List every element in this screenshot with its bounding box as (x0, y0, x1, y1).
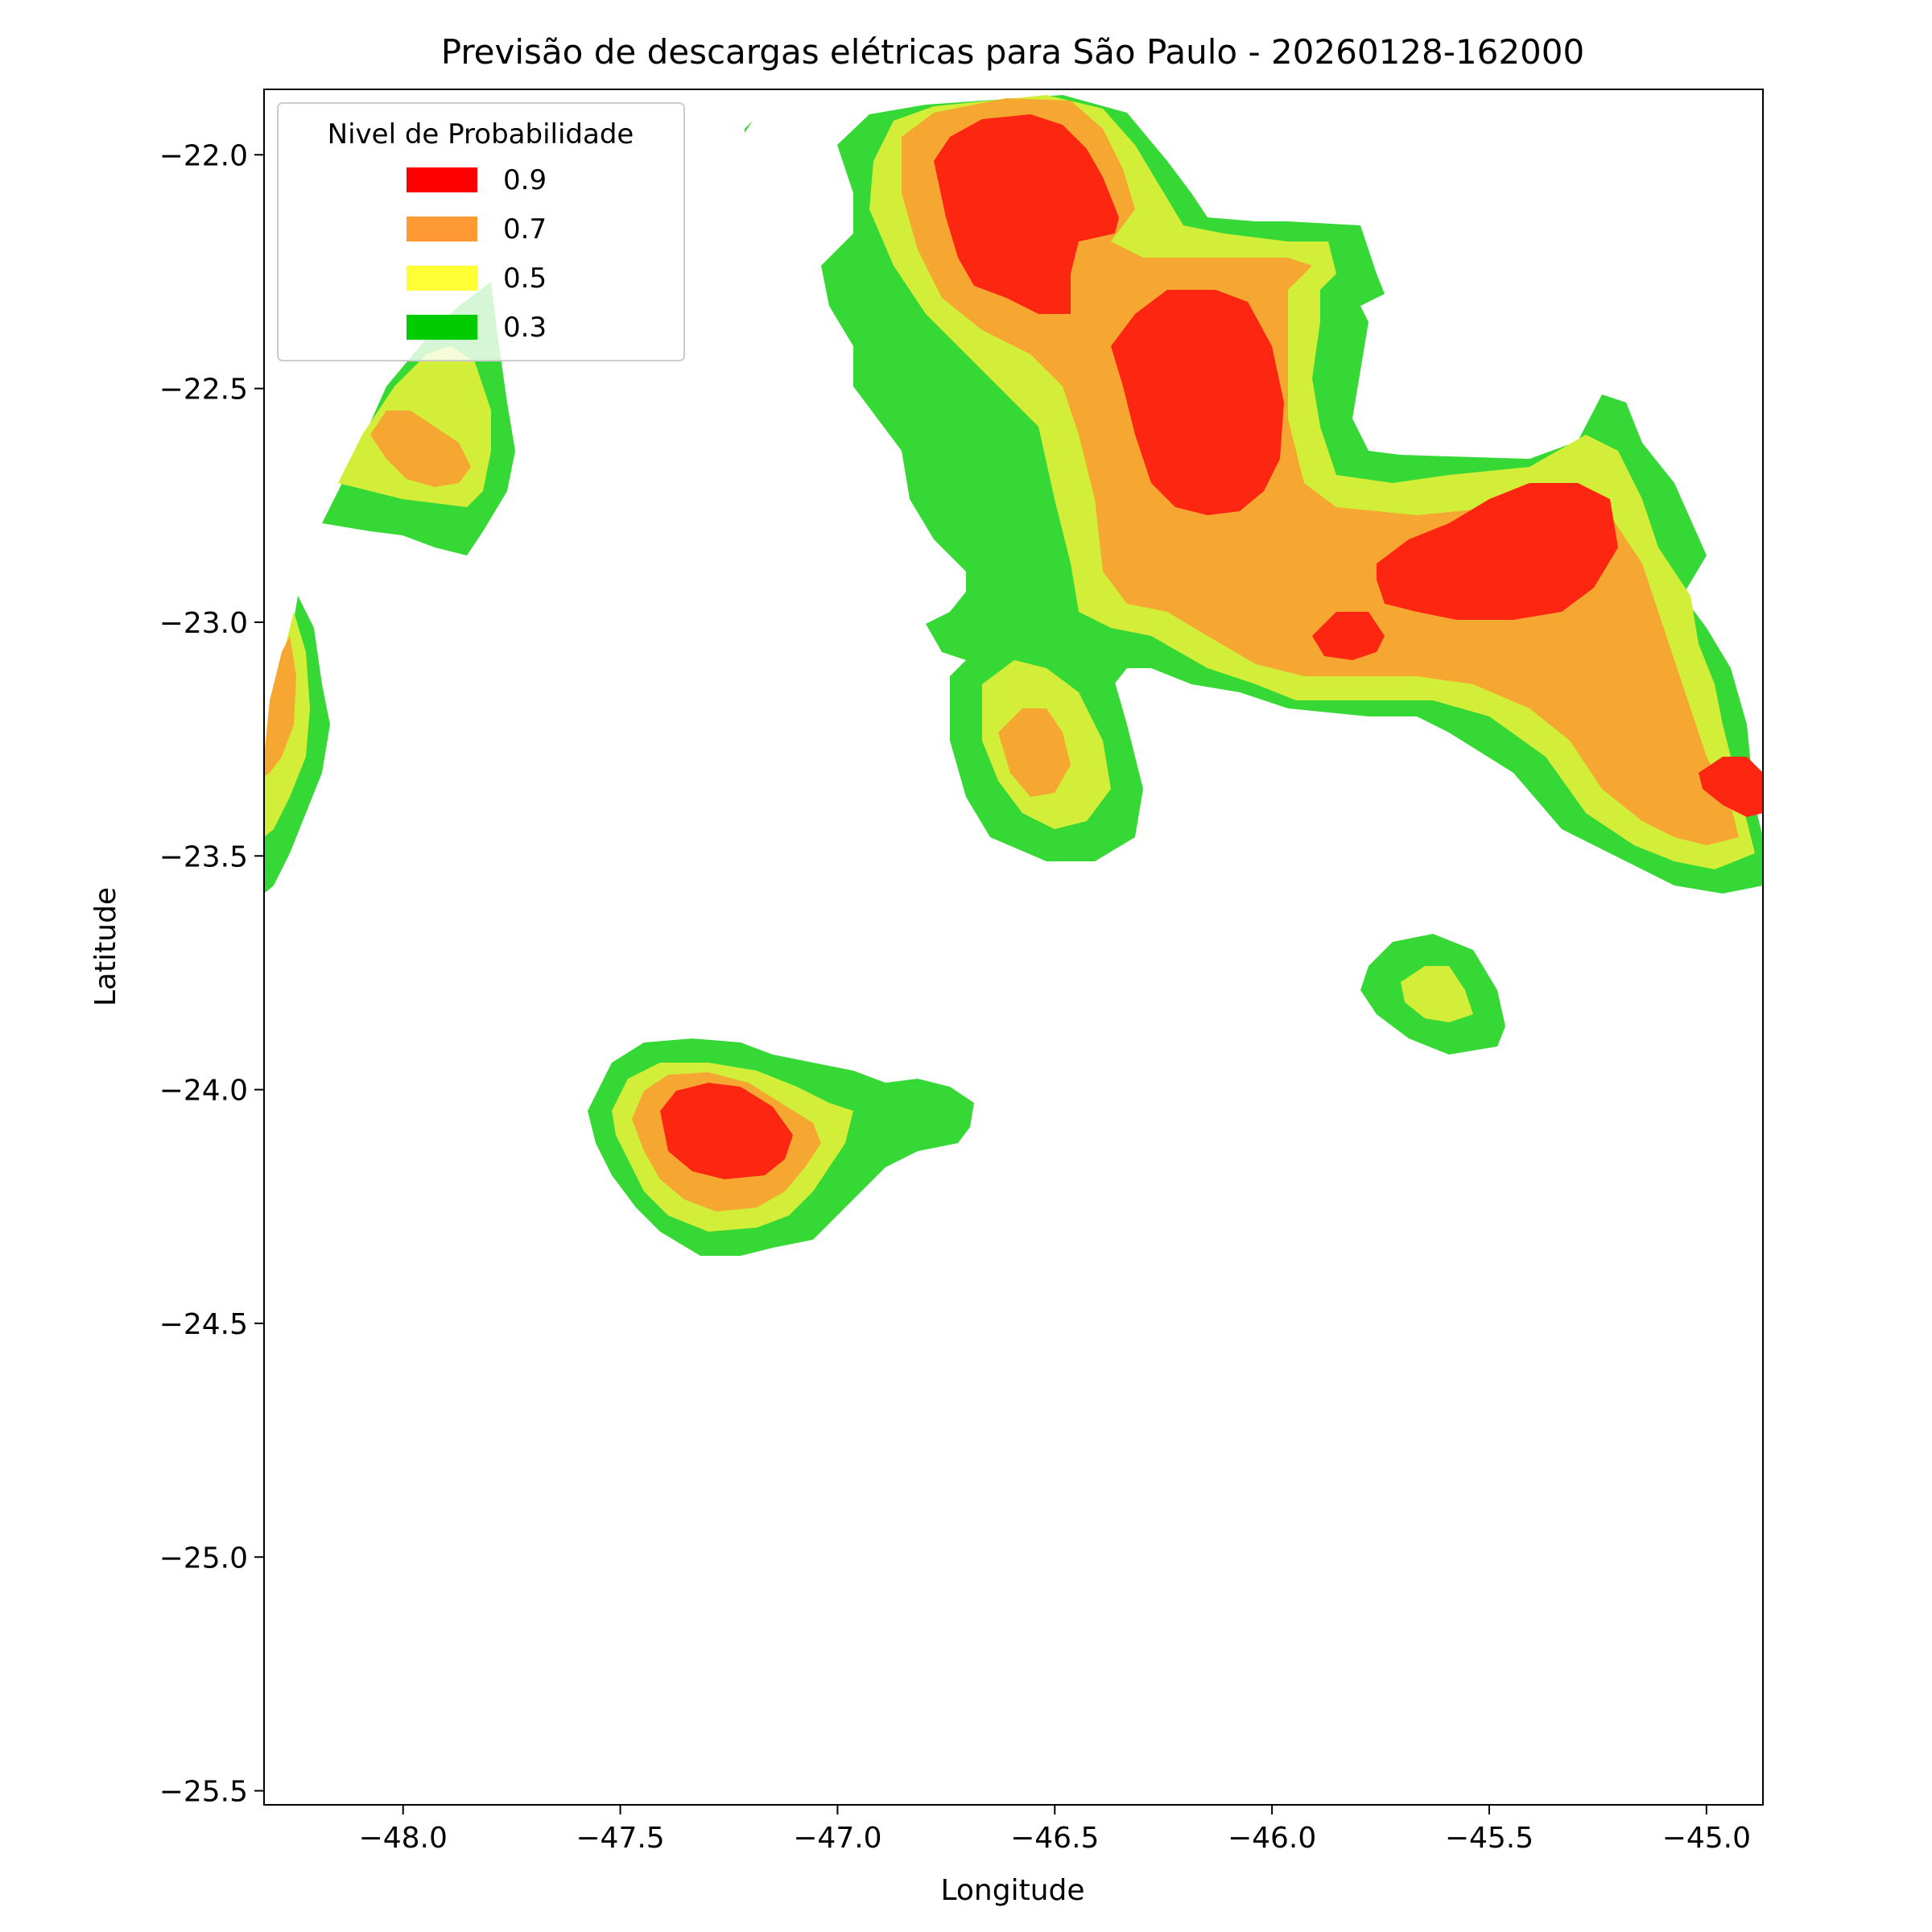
contour-region (370, 411, 471, 487)
contour-region (1312, 612, 1385, 660)
y-tick-label: −24.5 (159, 1308, 248, 1341)
y-tick-label: −23.5 (159, 840, 248, 873)
x-axis-label: Longitude (940, 1874, 1084, 1907)
contour-region (902, 98, 1739, 845)
contour-region (1377, 483, 1618, 620)
plot-area (264, 89, 1763, 1805)
contour-level-0.9 (660, 114, 1763, 1179)
y-tick-label: −23.0 (159, 607, 248, 640)
x-tick-label: −46.5 (1010, 1822, 1099, 1855)
legend: Nivel de Probabilidade 0.9 0.7 0.5 0.3 (277, 102, 685, 361)
y-axis-ticks: −22.0 −22.5 −23.0 −23.5 −24.0 −24.5 −25.0 −25.5 (159, 139, 264, 1809)
legend-swatch (407, 266, 477, 291)
y-tick-label: −22.0 (159, 139, 248, 172)
contour-region (660, 1083, 793, 1179)
x-tick-label: −47.5 (576, 1822, 664, 1855)
x-tick-label: −47.0 (793, 1822, 881, 1855)
legend-label: 0.7 (503, 213, 547, 246)
contour-region (1111, 290, 1284, 515)
x-tick-label: −45.0 (1662, 1822, 1751, 1855)
y-axis-label: Latitude (89, 887, 122, 1006)
x-tick-label: −45.5 (1445, 1822, 1534, 1855)
legend-label: 0.3 (503, 312, 547, 344)
y-tick-label: −25.0 (159, 1542, 248, 1575)
legend-label: 0.9 (503, 164, 547, 196)
legend-box (277, 102, 685, 361)
legend-swatch (407, 167, 477, 192)
legend-label: 0.5 (503, 262, 547, 295)
legend-swatch (407, 315, 477, 340)
contour-region (998, 708, 1071, 797)
contour-region (934, 114, 1119, 314)
x-tick-label: −48.0 (359, 1822, 448, 1855)
contour-region (745, 121, 753, 133)
legend-entries: 0.9 0.7 0.5 0.3 (407, 164, 547, 344)
x-tick-label: −46.0 (1228, 1822, 1316, 1855)
y-tick-label: −24.0 (159, 1075, 248, 1108)
chart-title: Previsão de descargas elétricas para São… (441, 32, 1584, 72)
plot-frame (263, 89, 1764, 1806)
y-tick-label: −25.5 (159, 1776, 248, 1809)
legend-title: Nivel de Probabilidade (328, 118, 634, 151)
contour-region (1401, 966, 1473, 1022)
contour-region (1699, 757, 1763, 817)
x-axis-ticks: −48.0 −47.5 −47.0 −46.5 −46.0 −45.5 −45.0 (359, 1805, 1751, 1855)
legend-swatch (407, 217, 477, 242)
y-tick-label: −22.5 (159, 374, 248, 407)
contour-region (264, 636, 296, 777)
